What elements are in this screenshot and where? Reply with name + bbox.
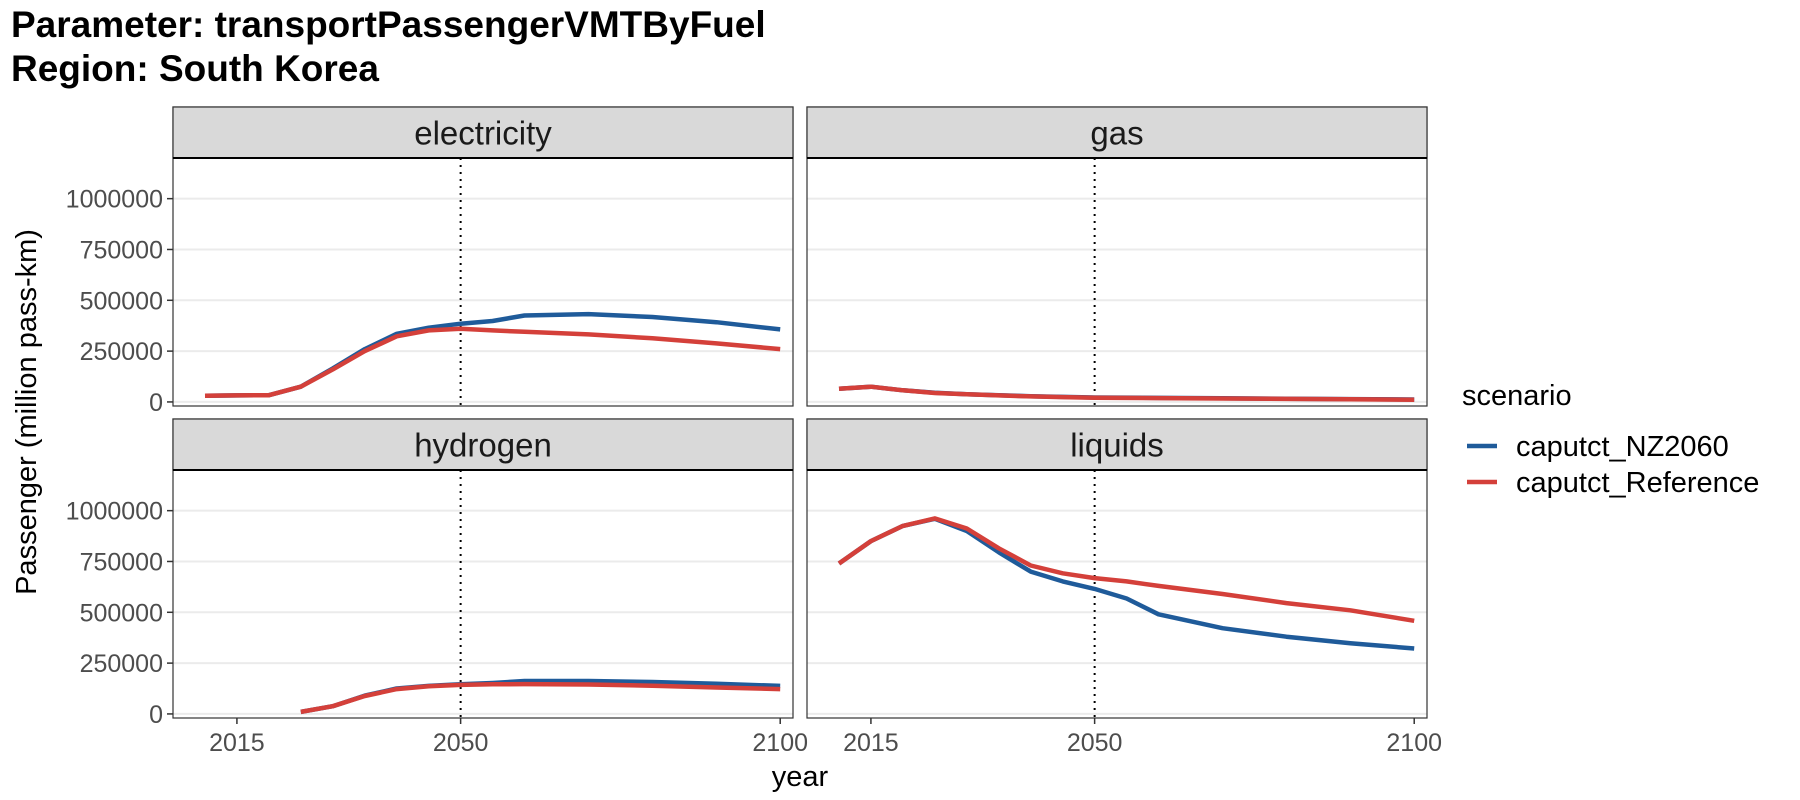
x-tick-label: 2100 — [752, 729, 808, 757]
facet-panel-electricity: electricity 0 250000 500000 750000 1000000 — [66, 106, 794, 417]
y-tick-label: 500000 — [80, 287, 163, 315]
facet-label-hydrogen: hydrogen — [414, 427, 552, 464]
facet-panel-hydrogen: hydrogen 0 250000 500000 750000 1000000 2015 20… — [66, 418, 808, 757]
y-tick-label: 0 — [149, 701, 163, 729]
x-tick-label: 2050 — [1067, 729, 1123, 757]
x-axis-title: year — [772, 761, 829, 793]
chart-title-region: Region: South Korea — [11, 48, 379, 89]
facet-strip — [806, 418, 1428, 471]
facet-panel-gas: gas — [806, 106, 1428, 407]
facet-label-electricity: electricity — [414, 115, 552, 152]
y-tick-label: 500000 — [80, 599, 163, 627]
series-line-caputct_Reference — [837, 516, 1415, 624]
facet-strip — [172, 106, 794, 159]
facet-strip — [806, 106, 1428, 159]
legend: scenario caputct_NZ2060 caputct_Reference — [1462, 380, 1759, 499]
legend-label-caputct_Reference: caputct_Reference — [1516, 467, 1759, 499]
facet-strip — [172, 418, 794, 471]
x-tick-label: 2015 — [209, 729, 265, 757]
y-tick-label: 750000 — [80, 236, 163, 264]
facet-label-gas: gas — [1090, 115, 1143, 152]
y-tick-label: 0 — [149, 389, 163, 417]
series-line-caputct_Reference — [204, 326, 781, 399]
legend-label-caputct_NZ2060: caputct_NZ2060 — [1516, 431, 1729, 463]
facet-label-liquids: liquids — [1070, 427, 1164, 464]
x-tick-label: 2015 — [843, 729, 899, 757]
legend-title: scenario — [1462, 380, 1572, 412]
y-tick-label: 1000000 — [66, 498, 163, 526]
x-tick-label: 2050 — [433, 729, 489, 757]
panel-background — [807, 158, 1427, 406]
series-line-caputct_Reference — [300, 681, 781, 715]
y-tick-label: 1000000 — [66, 186, 163, 214]
y-tick-label: 750000 — [80, 548, 163, 576]
facet-panel-liquids: liquids 2015 2050 2100 — [806, 418, 1442, 757]
y-tick-label: 250000 — [80, 338, 163, 366]
y-tick-label: 250000 — [80, 650, 163, 678]
panel-background — [173, 470, 793, 718]
series-line-caputct_Reference — [838, 384, 1415, 402]
x-tick-label: 2100 — [1386, 729, 1442, 757]
panel-background — [173, 158, 793, 406]
chart-title-parameter: Parameter: transportPassengerVMTByFuel — [11, 4, 766, 45]
y-axis-title: Passenger (million pass-km) — [11, 229, 43, 595]
